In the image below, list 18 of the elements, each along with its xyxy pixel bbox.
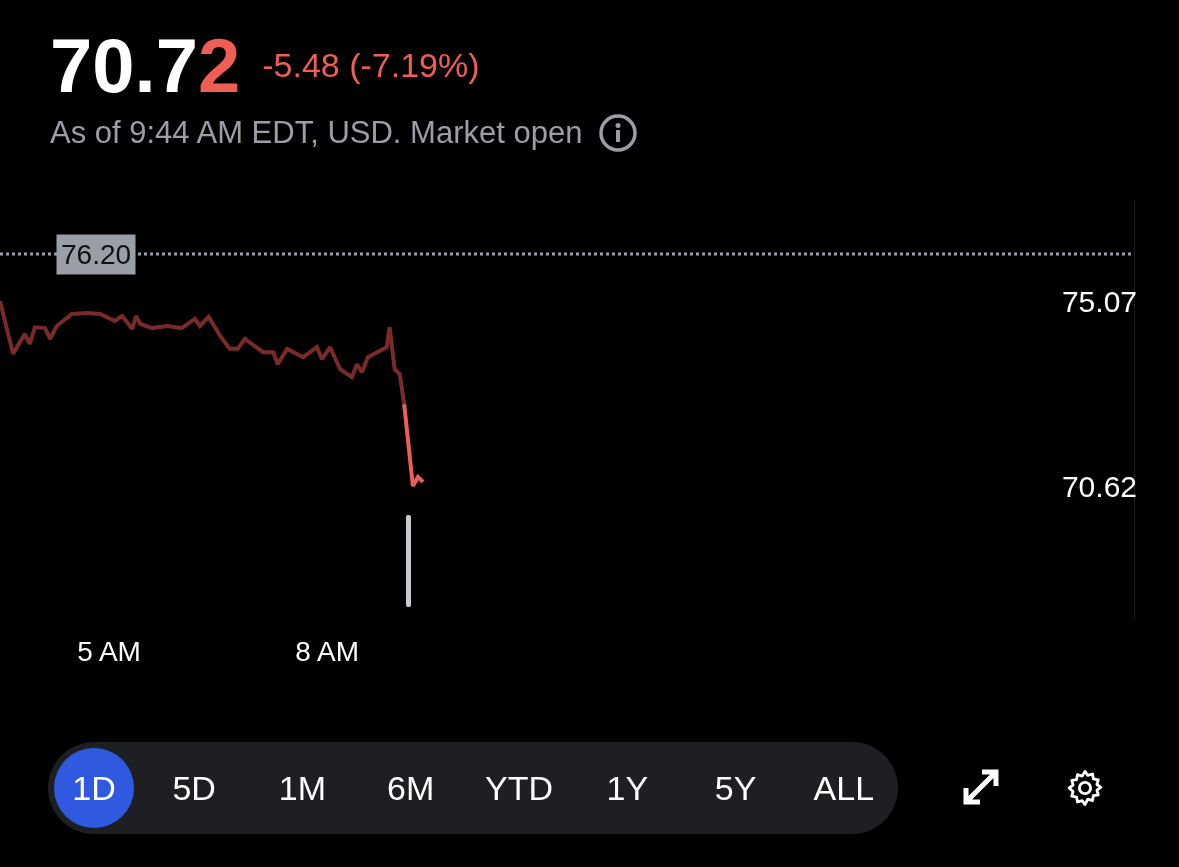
y-tick-label: 70.62 xyxy=(1061,469,1137,503)
x-tick-label: 5 AM xyxy=(77,636,141,667)
text: As of 9:44 AM EDT, USD. Market open xyxy=(50,115,583,151)
text: 1Y xyxy=(605,768,650,809)
text: YTD xyxy=(484,768,554,809)
text: ALL xyxy=(812,768,876,809)
chart-subtitle: -5.48 (-7.19%) xyxy=(262,46,480,85)
line-series xyxy=(0,299,407,407)
chart-title: 70.72 xyxy=(50,23,241,108)
y-tick-label: 75.07 xyxy=(1061,284,1137,318)
text: 6M xyxy=(386,768,436,809)
ref-line-label: 76.20 xyxy=(61,239,132,270)
text: 1M xyxy=(277,768,328,809)
line-series xyxy=(402,402,426,489)
text: 5D xyxy=(171,768,217,809)
text: 1D xyxy=(54,748,134,828)
x-tick-label: 8 AM xyxy=(295,636,360,667)
text: 5Y xyxy=(713,768,758,809)
